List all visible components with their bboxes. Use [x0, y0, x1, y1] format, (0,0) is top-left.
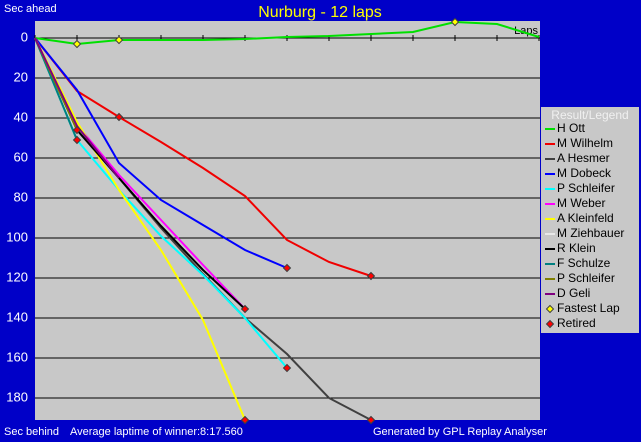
y-tick-label: 120 — [6, 269, 28, 284]
legend-label: H Ott — [557, 121, 586, 135]
credit: Generated by GPL Replay Analyser — [373, 426, 547, 438]
legend-label: Fastest Lap — [557, 301, 620, 315]
legend-label: R Klein — [557, 241, 596, 255]
y-label-bottom: Sec behind — [4, 426, 59, 438]
legend-label: Retired — [557, 316, 596, 330]
note: Average laptime of winner:8:17.560 — [70, 426, 243, 438]
legend-title: Result/Legend — [551, 108, 628, 122]
legend-label: M Weber — [557, 196, 605, 210]
y-label-top: Sec ahead — [4, 3, 57, 15]
y-tick-label: 180 — [6, 389, 28, 404]
marker — [450, 17, 460, 27]
marker — [72, 135, 82, 145]
legend-swatch — [545, 304, 555, 314]
y-tick-label: 20 — [14, 69, 28, 84]
legend-label: P Schleifer — [557, 181, 615, 195]
marker — [72, 125, 82, 135]
y-tick-label: 40 — [14, 109, 28, 124]
y-tick-label: 100 — [6, 229, 28, 244]
series-line — [34, 37, 288, 269]
legend-label: M Dobeck — [557, 166, 612, 180]
y-tick-label: 0 — [21, 29, 28, 44]
y-tick-label: 60 — [14, 149, 28, 164]
marker — [114, 112, 124, 122]
marker — [72, 39, 82, 49]
legend-label: M Ziehbauer — [557, 226, 624, 240]
legend-box — [541, 107, 639, 333]
marker — [366, 271, 376, 281]
marker — [282, 263, 292, 273]
plot-area — [35, 21, 540, 420]
chart-title: Nurburg - 12 laps — [258, 4, 382, 21]
marker — [240, 304, 250, 314]
marker — [366, 415, 376, 425]
legend-label: P Schleifer — [557, 271, 615, 285]
y-tick-label: 140 — [6, 309, 28, 324]
marker — [282, 363, 292, 373]
series-line — [34, 37, 372, 277]
y-tick-label: 80 — [14, 189, 28, 204]
marker — [240, 415, 250, 425]
series-line — [34, 37, 246, 421]
legend-label: A Kleinfeld — [557, 211, 614, 225]
legend-label: F Schulze — [557, 256, 611, 270]
legend-label: D Geli — [557, 286, 590, 300]
legend-label: M Wilhelm — [557, 136, 613, 150]
y-tick-label: 160 — [6, 349, 28, 364]
x-label: Laps — [514, 25, 538, 37]
marker — [114, 35, 124, 45]
legend-label: A Hesmer — [557, 151, 610, 165]
legend-swatch — [545, 319, 555, 329]
